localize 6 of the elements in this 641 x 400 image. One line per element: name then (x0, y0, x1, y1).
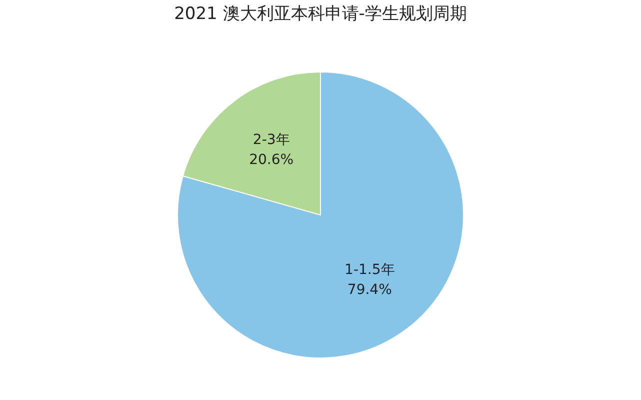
data-label: 79.4% (347, 282, 392, 298)
chart-title: 2021 澳大利亚本科申请-学生规划周期 (174, 4, 467, 24)
data-label: 20.6% (249, 152, 294, 168)
pie-slice (177, 72, 464, 358)
slice-label: 2-3年 (252, 132, 290, 148)
slice-label: 1-1.5年 (344, 262, 395, 278)
